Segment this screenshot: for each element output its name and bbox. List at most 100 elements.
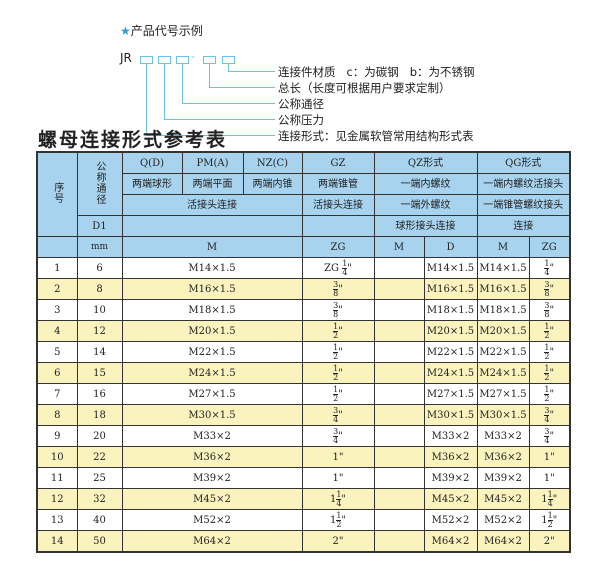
table-row: 8 18 M30×1.5 3 4 " M30×1.5 M30×1.5 3 4 "	[36, 404, 571, 426]
qz-d: M18×1.5	[423, 299, 478, 321]
qg-zg-thread: 3 8 "	[528, 299, 571, 321]
qg-zg-thread: 3 4 "	[528, 425, 571, 447]
row-number: 12	[36, 488, 78, 510]
legend-label-pressure: 公称压力	[278, 113, 324, 127]
header-nz: NZ(C)	[242, 151, 303, 174]
gz-zg-thread: 1 2 "	[301, 362, 375, 384]
row-number: 6	[36, 362, 78, 384]
nominal-diameter: 32	[76, 488, 123, 510]
header-qg-desc: 一端内螺纹活接头	[476, 173, 571, 195]
qz-m	[373, 257, 425, 279]
nominal-diameter: 16	[76, 383, 123, 405]
code-prefix: JR	[120, 51, 132, 65]
qg-zg-thread: 1 1 4 "	[528, 488, 571, 510]
qg-m: M18×1.5	[476, 299, 530, 321]
table-row: 2 8 M16×1.5 3 8 " M16×1.5 M16×1.5 3 8 "	[36, 278, 571, 300]
header-pm-desc: 两端平面	[181, 173, 244, 195]
header-gz-desc: 两端锥管	[301, 173, 375, 195]
table-row: 14 50 M64×2 2" M64×2 M64×2 2"	[36, 530, 571, 553]
thread-m: M16×1.5	[121, 278, 303, 300]
header-union: 活接头连接	[121, 194, 303, 216]
header-qz-desc3: 球形接头连接	[373, 215, 478, 237]
legend-label-material: 连接件材质 c：为碳钢 b：为不锈钢	[278, 65, 475, 79]
qz-d: M30×1.5	[423, 404, 478, 426]
table-row: 4 12 M20×1.5 1 2 " M20×1.5 M20×1.5 1 2 "	[36, 320, 571, 342]
qz-d: M33×2	[423, 425, 478, 447]
nominal-diameter: 20	[76, 425, 123, 447]
header-qz: QZ形式	[373, 151, 478, 174]
header-gz: GZ	[301, 151, 375, 174]
thread-m: M30×1.5	[121, 404, 303, 426]
gz-zg-thread: 2"	[301, 530, 375, 553]
qg-m: M52×2	[476, 509, 530, 531]
thread-m: M33×2	[121, 425, 303, 447]
header-gz-union: 活接头连接	[301, 194, 375, 216]
qg-zg-thread: 1"	[528, 467, 571, 489]
header-m: M	[121, 236, 303, 258]
header-nominal: 公称通径	[76, 151, 123, 216]
table-row: 3 10 M18×1.5 3 8 " M18×1.5 M18×1.5 3 8 "	[36, 299, 571, 321]
qz-d: M22×1.5	[423, 341, 478, 363]
table-row: 5 14 M22×1.5 1 2 " M22×1.5 M22×1.5 1 2 "	[36, 341, 571, 363]
table-row: 7 16 M27×1.5 1 2 " M27×1.5 M27×1.5 1 2 "	[36, 383, 571, 405]
nominal-diameter: 15	[76, 362, 123, 384]
row-number: 5	[36, 341, 78, 363]
row-number: 1	[36, 257, 78, 279]
legend-label-length: 总长（长度可根据用户要求定制）	[278, 81, 451, 95]
qg-m: M16×1.5	[476, 278, 530, 300]
header-d1: D1	[76, 215, 123, 237]
legend-label-connection: 连接形式：见金属软管常用结构形式表	[278, 129, 474, 143]
qz-d: M39×2	[423, 467, 478, 489]
qg-m: M39×2	[476, 467, 530, 489]
table-row: 12 32 M45×2 1 1 4 " M45×2 M45×2 1 1 4 "	[36, 488, 571, 510]
header-zg: ZG	[301, 236, 375, 258]
gz-zg-thread: 1 1 4 "	[301, 488, 375, 510]
gz-zg-thread: 1"	[301, 446, 375, 468]
row-number: 4	[36, 320, 78, 342]
qz-m	[373, 299, 425, 321]
qg-m: M24×1.5	[476, 362, 530, 384]
qz-d: M14×1.5	[423, 257, 478, 279]
qz-d: M16×1.5	[423, 278, 478, 300]
qg-m: M45×2	[476, 488, 530, 510]
qg-zg-thread: 1 2 "	[528, 383, 571, 405]
header-qz-desc: 一端内螺纹	[373, 173, 478, 195]
table-row: 10 22 M36×2 1" M36×2 M36×2 1"	[36, 446, 571, 468]
thread-m: M18×1.5	[121, 299, 303, 321]
qz-d: M36×2	[423, 446, 478, 468]
legend-title-text: 产品代号示例	[130, 24, 203, 38]
header-qg-zg: ZG	[528, 236, 571, 258]
qg-m: M27×1.5	[476, 383, 530, 405]
qz-m	[373, 320, 425, 342]
row-number: 8	[36, 404, 78, 426]
qg-zg-thread: 3 8 "	[528, 278, 571, 300]
thread-m: M20×1.5	[121, 320, 303, 342]
code-box-diameter	[176, 56, 189, 64]
legend-label-diameter: 公称通径	[278, 97, 324, 111]
gz-zg-thread: 3 4 "	[301, 404, 375, 426]
qg-m: M33×2	[476, 425, 530, 447]
code-box-material	[222, 56, 235, 64]
nominal-diameter: 10	[76, 299, 123, 321]
thread-m: M24×1.5	[121, 362, 303, 384]
nominal-diameter: 14	[76, 341, 123, 363]
qz-m	[373, 404, 425, 426]
thread-m: M36×2	[121, 446, 303, 468]
qz-d: M45×2	[423, 488, 478, 510]
gz-zg-thread: 1 2 "	[301, 383, 375, 405]
qz-m	[373, 383, 425, 405]
thread-m: M64×2	[121, 530, 303, 553]
qg-zg-thread: 1 4 "	[528, 257, 571, 279]
header-seq: 序号	[36, 151, 78, 237]
table-body: 1 6 M14×1.5 ZG 1 4 " M14×1.5 M14×1.5 1 4 " 2 8 M16×1.…	[36, 257, 571, 553]
qg-m: M14×1.5	[476, 257, 530, 279]
header-qz-desc2: 一端外螺纹	[373, 194, 478, 216]
nominal-diameter: 25	[76, 467, 123, 489]
table-title: 螺母连接形式参考表	[38, 129, 228, 151]
header-qz-m: M	[373, 236, 425, 258]
qg-m: M30×1.5	[476, 404, 530, 426]
qg-zg-thread: 2"	[528, 530, 571, 553]
thread-m: M39×2	[121, 467, 303, 489]
qz-m	[373, 509, 425, 531]
qg-zg-thread: 1 2 "	[528, 341, 571, 363]
